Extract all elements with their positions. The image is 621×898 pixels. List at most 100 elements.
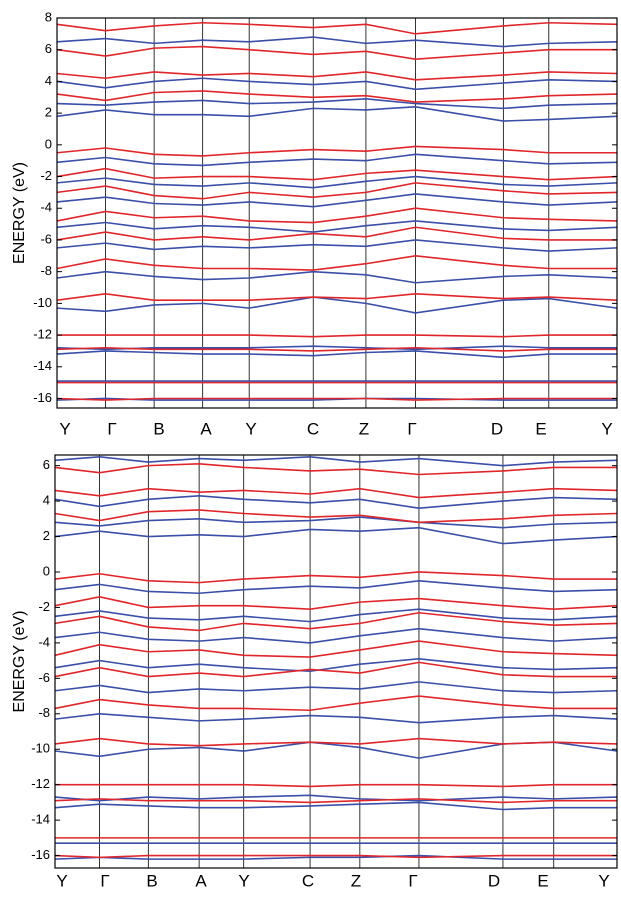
band-line bbox=[54, 455, 618, 467]
y-tick-label: 2 bbox=[43, 528, 50, 543]
k-point-label: B bbox=[146, 871, 157, 890]
y-tick-label: -2 bbox=[40, 168, 52, 183]
k-point-label: Γ bbox=[408, 871, 417, 890]
k-point-label: Y bbox=[238, 871, 249, 890]
y-tick-label: -8 bbox=[38, 705, 50, 720]
k-point-label: Y bbox=[598, 871, 609, 890]
band-line bbox=[54, 658, 618, 673]
k-point-label: Γ bbox=[100, 871, 109, 890]
y-tick-label: -12 bbox=[31, 776, 50, 791]
y-tick-label: -6 bbox=[40, 231, 52, 246]
band-line bbox=[55, 783, 617, 788]
k-point-label: A bbox=[195, 871, 207, 890]
band-line bbox=[56, 239, 618, 252]
y-tick-label: -12 bbox=[33, 327, 52, 342]
y-tick-label: -10 bbox=[31, 741, 50, 756]
y-tick-label: 2 bbox=[45, 105, 52, 120]
band-line bbox=[56, 350, 617, 359]
band-line bbox=[54, 526, 618, 545]
band-line bbox=[56, 105, 618, 122]
k-point-label: B bbox=[153, 419, 164, 438]
band-line bbox=[56, 98, 618, 110]
y-tick-label: 6 bbox=[45, 41, 52, 56]
y-tick-label: -10 bbox=[33, 295, 52, 310]
band-line bbox=[56, 182, 618, 200]
band-line bbox=[54, 571, 617, 584]
k-point-label: C bbox=[307, 419, 319, 438]
k-point-label: Y bbox=[56, 871, 67, 890]
band-line bbox=[57, 334, 617, 338]
band-line bbox=[56, 193, 618, 208]
k-point-label: C bbox=[302, 871, 314, 890]
band-line bbox=[54, 611, 618, 632]
band-line bbox=[56, 21, 618, 35]
band-line bbox=[56, 45, 617, 61]
band-line bbox=[54, 854, 617, 859]
band-line bbox=[56, 270, 618, 284]
band-line bbox=[54, 463, 617, 476]
y-tick-label: 6 bbox=[43, 457, 50, 472]
y-tick-label: -16 bbox=[31, 847, 50, 862]
k-point-label: Γ bbox=[407, 419, 416, 438]
band-line bbox=[56, 293, 618, 301]
band-line bbox=[54, 595, 618, 611]
band-line bbox=[54, 580, 618, 595]
band-line bbox=[56, 77, 618, 91]
band-line bbox=[54, 627, 618, 644]
band-line bbox=[54, 640, 618, 658]
band-line bbox=[54, 608, 618, 623]
band-line bbox=[56, 207, 618, 224]
band-line bbox=[56, 220, 618, 233]
band-line bbox=[56, 153, 618, 167]
band-line bbox=[56, 167, 618, 181]
band-line bbox=[54, 487, 618, 499]
y-tick-label: -16 bbox=[33, 390, 52, 405]
y-tick-label: -4 bbox=[38, 634, 50, 649]
band-line bbox=[54, 712, 618, 724]
y-tick-label: -4 bbox=[40, 200, 52, 215]
band-line bbox=[56, 175, 618, 189]
k-point-label: Y bbox=[245, 419, 256, 438]
band-line bbox=[54, 516, 618, 529]
band-line bbox=[56, 346, 617, 352]
y-tick-label: -14 bbox=[33, 358, 52, 373]
band-line bbox=[54, 798, 617, 804]
y-tick-label: -14 bbox=[31, 812, 50, 827]
band-line bbox=[56, 90, 618, 103]
band-line bbox=[56, 254, 617, 271]
y-tick-label: 4 bbox=[43, 493, 50, 508]
band-line bbox=[54, 509, 618, 524]
plot-frame bbox=[54, 454, 618, 869]
y-axis-label: ENERGY (eV) bbox=[11, 611, 28, 713]
y-tick-label: -2 bbox=[38, 599, 50, 614]
band-line bbox=[56, 397, 617, 401]
y-axis-label: ENERGY (eV) bbox=[11, 162, 28, 264]
k-point-label: Y bbox=[601, 419, 612, 438]
y-tick-label: -8 bbox=[40, 263, 52, 278]
band-line bbox=[56, 36, 618, 48]
band-line bbox=[54, 695, 617, 712]
band-line bbox=[56, 71, 618, 81]
k-point-label: Γ bbox=[107, 419, 116, 438]
band-line bbox=[54, 494, 618, 509]
band-line bbox=[56, 296, 618, 314]
band-line bbox=[56, 145, 617, 157]
y-tick-label: 4 bbox=[45, 73, 52, 88]
k-point-label: A bbox=[200, 419, 212, 438]
y-tick-label: 0 bbox=[45, 136, 52, 151]
y-tick-label: 8 bbox=[45, 9, 52, 24]
band-line bbox=[54, 681, 618, 694]
band-line bbox=[54, 794, 618, 802]
y-tick-label: 0 bbox=[43, 563, 50, 578]
band-line bbox=[54, 661, 617, 678]
plot-frame bbox=[56, 17, 618, 409]
k-point-label: Y bbox=[59, 419, 70, 438]
y-tick-label: -6 bbox=[38, 670, 50, 685]
band-line bbox=[54, 741, 618, 759]
k-point-label: D bbox=[488, 871, 500, 890]
k-point-label: E bbox=[537, 871, 548, 890]
band-line bbox=[54, 737, 618, 747]
k-point-label: Z bbox=[351, 871, 361, 890]
k-point-label: D bbox=[491, 419, 503, 438]
